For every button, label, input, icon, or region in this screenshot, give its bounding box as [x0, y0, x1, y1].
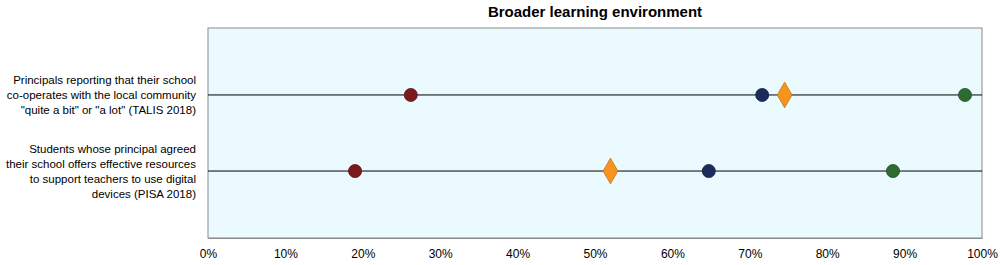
chart: Broader learning environment 0% 10% 20% 30% 4…	[0, 0, 1000, 265]
dot-marker	[756, 88, 769, 101]
dot-marker	[702, 164, 715, 177]
category-label-line: "quite a bit" or "a lot" (TALIS 2018)	[21, 104, 196, 116]
dot-marker	[886, 164, 899, 177]
x-tick: 70%	[738, 238, 762, 261]
x-tick-label: 60%	[661, 247, 685, 261]
x-tick: 100%	[967, 238, 998, 261]
x-tick-label: 70%	[738, 247, 762, 261]
category-label-line: their school offers effective resources	[6, 158, 196, 170]
x-tick-label: 0%	[200, 247, 218, 261]
x-tick: 0%	[200, 238, 218, 261]
x-axis-line	[209, 238, 983, 239]
x-tick: 10%	[274, 238, 298, 261]
diamond-marker	[603, 158, 618, 184]
x-tick: 60%	[661, 238, 685, 261]
marks	[349, 82, 972, 184]
dot-marker	[958, 88, 971, 101]
x-tick-label: 10%	[274, 247, 298, 261]
x-tick: 50%	[583, 238, 607, 261]
category-label: Students whose principal agreed their sch…	[6, 143, 196, 200]
category-label-line: Principals reporting that their school	[13, 74, 196, 86]
x-tick-label: 40%	[506, 247, 530, 261]
x-tick: 20%	[351, 238, 375, 261]
x-tick: 40%	[506, 238, 530, 261]
plot-frame	[208, 28, 982, 238]
category-label-line: to support teachers to use digital	[30, 173, 196, 185]
x-axis: 0% 10% 20% 30% 40% 50% 60% 70% 80% 90% 100%	[200, 238, 998, 261]
x-tick-label: 100%	[967, 247, 998, 261]
x-tick: 80%	[816, 238, 840, 261]
dot-marker	[349, 164, 362, 177]
diamond-marker	[777, 82, 792, 108]
x-tick-label: 20%	[351, 247, 375, 261]
category-label: Principals reporting that their school co…	[7, 74, 196, 116]
row-line	[208, 171, 982, 172]
x-tick: 30%	[429, 238, 453, 261]
category-label-line: devices (PISA 2018)	[92, 188, 196, 200]
chart-title: Broader learning environment	[488, 3, 702, 20]
dot-marker	[404, 88, 417, 101]
x-tick-label: 80%	[816, 247, 840, 261]
category-label-line: Students whose principal agreed	[29, 143, 196, 155]
x-tick-label: 90%	[893, 247, 917, 261]
x-tick: 90%	[893, 238, 917, 261]
x-tick-label: 30%	[429, 247, 453, 261]
category-label-line: co-operates with the local community	[7, 89, 196, 101]
x-tick-label: 50%	[583, 247, 607, 261]
row-line	[208, 94, 982, 95]
